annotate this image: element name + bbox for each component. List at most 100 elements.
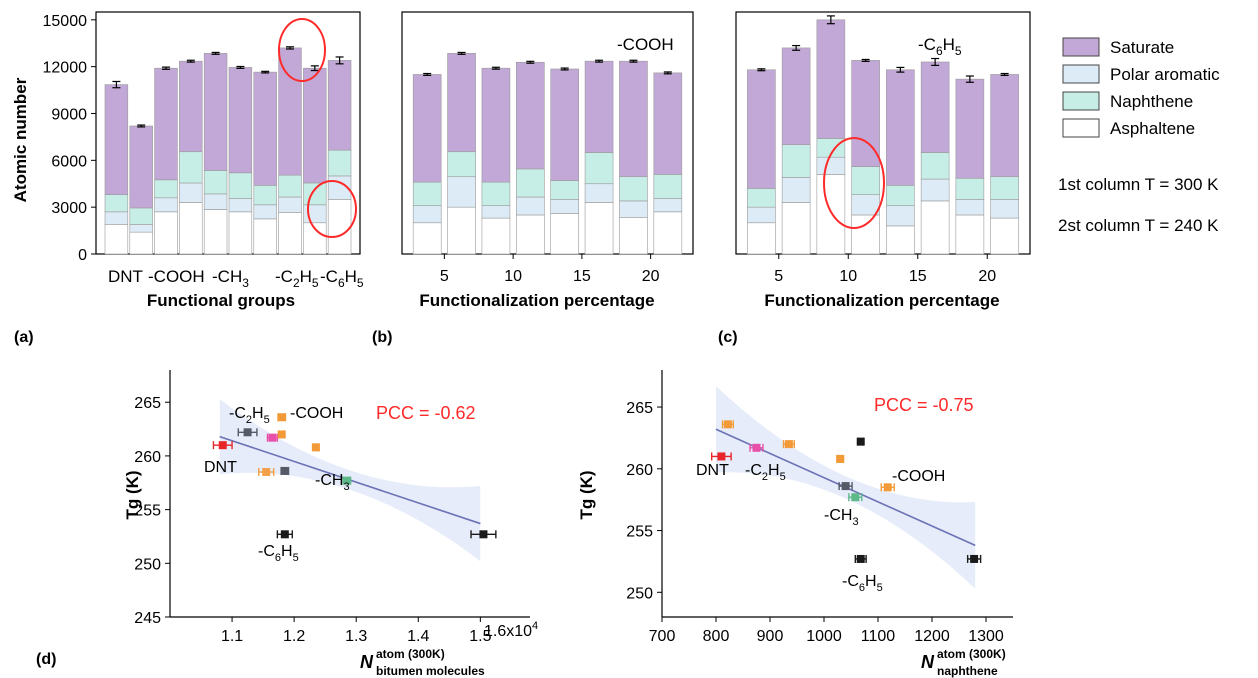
legend-label-asphaltene: Asphaltene — [1110, 119, 1195, 138]
e-point-3 — [785, 440, 793, 448]
a-bar-3-saturate — [179, 61, 202, 152]
a-bar-8-saturate — [303, 68, 326, 183]
e-y-tick-label: 255 — [626, 524, 653, 541]
d-x-tick-label: 1.4 — [407, 628, 429, 645]
b-bar-3-asphaltene — [516, 215, 544, 254]
e-x-tick-label: 800 — [703, 628, 730, 645]
legend-note-300k: 1st column T = 300 K — [1058, 175, 1219, 194]
a-bar-2-polar-aromatic — [155, 198, 178, 212]
svg-text:N: N — [360, 652, 374, 672]
e-x-tick-label: 1300 — [968, 628, 1004, 645]
a-group-label-ch3: -CH3 — [212, 267, 249, 290]
a-bar-9-saturate — [328, 60, 351, 150]
svg-text:atom (300K): atom (300K) — [937, 647, 1006, 661]
a-bar-0-saturate — [105, 85, 128, 195]
e-label-dnt: DNT — [696, 462, 729, 479]
a-bar-2-asphaltene — [155, 212, 178, 254]
d-x-multiplier: 1.6x104 — [484, 620, 538, 640]
bar-panel-c: 5 10 15 20 — [736, 12, 1030, 285]
panel-label-a: (a) — [14, 329, 34, 346]
d-label-c6h5: -C6H5 — [258, 543, 299, 564]
e-label-ch3: -CH3 — [824, 507, 859, 528]
a-bar-7-naphthene — [279, 175, 302, 197]
c-x-axis-title: Functionalization percentage — [764, 291, 999, 310]
legend-swatch-naphthene — [1063, 92, 1099, 110]
b-bar-2-asphaltene — [482, 218, 510, 254]
e-x-tick-label: 1200 — [914, 628, 950, 645]
a-x-axis-title: Functional groups — [147, 291, 295, 310]
b-x-tick-label: 20 — [642, 268, 660, 285]
e-point-0 — [717, 452, 725, 460]
b-bar-1-polar-aromatic — [448, 177, 476, 207]
a-y-tick-label: 6000 — [51, 153, 87, 170]
c-bar-2-asphaltene — [817, 174, 845, 254]
legend-swatch-polar-aromatic — [1063, 65, 1099, 83]
legend-swatch-saturate — [1063, 38, 1099, 56]
a-bar-9-naphthene — [328, 150, 351, 176]
e-y-tick-label: 260 — [626, 462, 653, 479]
d-point-9 — [281, 530, 289, 538]
e-x-axis-title: N atom (300K) naphthene — [921, 647, 1006, 678]
b-bar-6-naphthene — [619, 177, 647, 201]
svg-text:naphthene: naphthene — [937, 664, 998, 678]
e-pcc-label: PCC = -0.75 — [874, 395, 974, 415]
c-bar-6-naphthene — [956, 178, 984, 199]
c-bar-0-polar-aromatic — [747, 207, 775, 223]
c-bar-6-polar-aromatic — [956, 199, 984, 215]
c-bar-4-polar-aromatic — [886, 206, 914, 226]
d-point-7 — [281, 467, 289, 475]
c-bar-7-polar-aromatic — [991, 199, 1019, 218]
svg-text:N: N — [921, 652, 935, 672]
a-y-axis-title: Atomic number — [11, 77, 30, 202]
b-bar-6-asphaltene — [619, 217, 647, 254]
a-bar-1-saturate — [130, 126, 153, 208]
b-bar-2-naphthene — [482, 182, 510, 205]
b-bar-3-saturate — [516, 62, 544, 169]
a-bar-4-polar-aromatic — [204, 194, 227, 210]
b-bar-0-asphaltene — [413, 223, 441, 254]
a-bar-0-asphaltene — [105, 224, 128, 254]
c-bar-4-asphaltene — [886, 226, 914, 254]
c-bar-5-saturate — [921, 62, 949, 153]
d-label-dnt: DNT — [204, 459, 237, 476]
panel-label-b: (b) — [372, 329, 392, 346]
c-bar-5-naphthene — [921, 153, 949, 180]
b-bar-4-naphthene — [551, 181, 579, 200]
legend: Saturate Polar aromatic Naphthene Asphal… — [1058, 38, 1220, 235]
b-bar-7-polar-aromatic — [654, 199, 682, 212]
a-bar-0-naphthene — [105, 195, 128, 212]
panel-label-d: (d) — [36, 651, 56, 668]
a-bar-6-naphthene — [254, 185, 277, 205]
b-bar-1-saturate — [448, 53, 476, 151]
a-bar-5-saturate — [229, 67, 252, 172]
b-x-tick-label: 15 — [573, 268, 591, 285]
c-bar-0-asphaltene — [747, 223, 775, 254]
b-bar-4-polar-aromatic — [551, 199, 579, 213]
d-point-0 — [219, 441, 227, 449]
e-x-tick-label: 1100 — [861, 628, 896, 645]
e-x-tick-label: 900 — [757, 628, 784, 645]
d-y-tick-label: 250 — [134, 556, 161, 573]
a-bar-8-polar-aromatic — [303, 205, 326, 223]
legend-label-polar-aromatic: Polar aromatic — [1110, 65, 1220, 84]
b-x-tick-label: 10 — [504, 268, 522, 285]
a-bar-1-polar-aromatic — [130, 224, 153, 232]
d-point-5 — [312, 443, 320, 451]
legend-note-240k: 2st column T = 240 K — [1058, 216, 1219, 235]
e-point-4 — [836, 455, 844, 463]
a-bar-6-saturate — [254, 72, 277, 185]
d-x-tick-label: 1.3 — [345, 628, 367, 645]
a-bar-3-naphthene — [179, 152, 202, 183]
e-x-tick-label: 700 — [649, 628, 676, 645]
b-bar-0-naphthene — [413, 182, 441, 205]
c-bar-7-saturate — [991, 74, 1019, 176]
c-bar-6-asphaltene — [956, 215, 984, 254]
a-bar-4-naphthene — [204, 170, 227, 193]
panel-label-c: (c) — [718, 329, 738, 346]
b-bar-5-saturate — [585, 61, 613, 152]
b-bar-6-saturate — [619, 61, 647, 177]
e-point-8 — [884, 483, 892, 491]
a-bar-8-naphthene — [303, 183, 326, 205]
d-y-tick-label: 265 — [134, 395, 161, 412]
a-group-labels: DNT -COOH -CH3 -C2H5 -C6H5 — [108, 267, 364, 290]
